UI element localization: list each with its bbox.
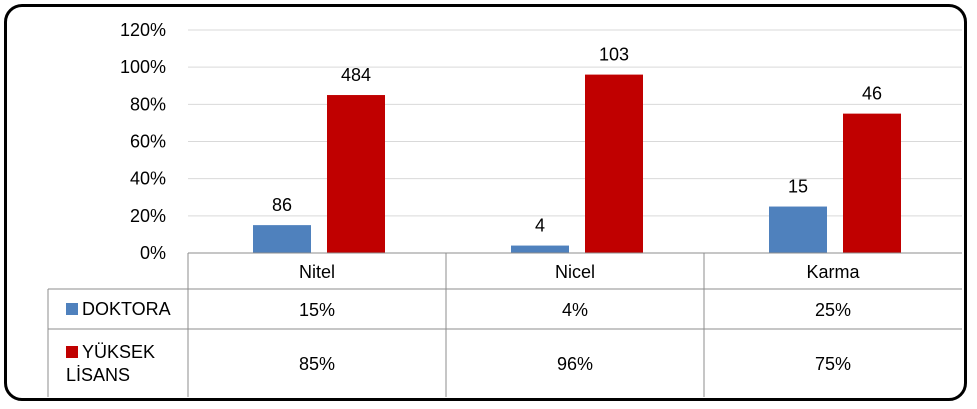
- data-label: 103: [599, 45, 629, 65]
- y-tick-label: 40%: [130, 169, 166, 189]
- bar-yuksek-lisans: [585, 74, 643, 253]
- y-tick-label: 60%: [130, 132, 166, 152]
- legend-label: DOKTORA: [82, 299, 171, 319]
- data-label: 15: [788, 177, 808, 197]
- table-cell: 85%: [299, 354, 335, 374]
- legend-swatch: [66, 346, 78, 358]
- y-tick-label: 0%: [140, 243, 166, 263]
- y-tick-label: 20%: [130, 206, 166, 226]
- data-table: Nitel Nicel Karma DOKTORA 15% 4% 25% YÜKSEK LİSA…: [47, 252, 962, 397]
- legend-label: LİSANS: [66, 365, 130, 385]
- chart-frame: [4, 4, 967, 401]
- table-cell: 96%: [557, 354, 593, 374]
- bar-yuksek-lisans: [843, 113, 901, 253]
- table-cell: 25%: [815, 300, 851, 320]
- gridlines: [188, 29, 962, 217]
- bar-doktora: [253, 225, 311, 253]
- legend-label: YÜKSEK: [82, 342, 155, 362]
- y-tick-label: 100%: [120, 57, 166, 77]
- table-cell: 4%: [562, 300, 588, 320]
- data-label: 484: [341, 65, 371, 85]
- data-labels: 86 4 15 484 103 46: [272, 45, 882, 236]
- legend-swatch: [66, 303, 78, 315]
- data-label: 4: [535, 216, 545, 236]
- y-tick-label: 120%: [120, 20, 166, 40]
- x-tick-label: Karma: [806, 262, 860, 282]
- x-tick-label: Nicel: [555, 262, 595, 282]
- bar-doktora: [769, 206, 827, 253]
- bar-doktora: [511, 245, 569, 253]
- y-tick-label: 80%: [130, 94, 166, 114]
- data-label: 46: [862, 84, 882, 104]
- bar-yuksek-lisans: [327, 95, 385, 254]
- y-axis-ticks: 0% 20% 40% 60% 80% 100% 120%: [120, 20, 166, 263]
- data-label: 86: [272, 195, 292, 215]
- table-cell: 75%: [815, 354, 851, 374]
- table-cell: 15%: [299, 300, 335, 320]
- bars: [253, 74, 901, 254]
- x-tick-label: Nitel: [299, 262, 335, 282]
